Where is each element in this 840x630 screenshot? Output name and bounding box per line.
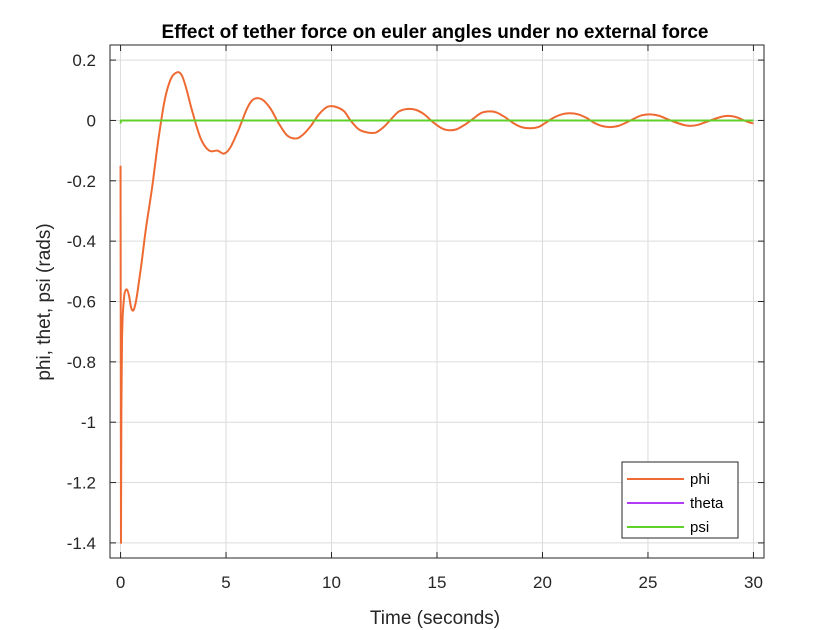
y-tick-label: -0.6 — [67, 293, 96, 312]
legend-label-psi: psi — [690, 519, 709, 536]
x-tick-label: 30 — [744, 573, 763, 592]
y-tick-label: 0 — [87, 111, 96, 130]
x-tick-label: 10 — [322, 573, 341, 592]
y-tick-label: -0.8 — [67, 353, 96, 372]
y-tick-label: -0.2 — [67, 172, 96, 191]
y-tick-label: -1 — [81, 413, 96, 432]
y-tick-label: 0.2 — [72, 51, 96, 70]
legend-label-theta: theta — [690, 495, 724, 512]
x-tick-label: 0 — [116, 573, 125, 592]
series-line-psi — [119, 119, 754, 124]
legend-box — [621, 461, 739, 539]
y-tick-label: -1.2 — [67, 474, 96, 493]
x-tick-label: 15 — [428, 573, 447, 592]
legend: phi theta psi — [621, 461, 739, 539]
x-axis-label: Time (seconds) — [370, 608, 500, 629]
x-tick-labels: 0 5 10 15 20 25 30 — [116, 573, 763, 592]
x-tick-label: 20 — [533, 573, 552, 592]
tick-marks — [110, 45, 764, 558]
x-tick-label: 5 — [221, 573, 230, 592]
y-tick-labels: 0.2 0 -0.2 -0.4 -0.6 -0.8 -1 -1.2 -1.4 — [67, 51, 96, 553]
y-tick-label: -0.4 — [67, 232, 96, 251]
y-tick-label: -1.4 — [67, 534, 96, 553]
legend-label-phi: phi — [690, 471, 710, 488]
x-tick-label: 25 — [639, 573, 658, 592]
chart-title: Effect of tether force on euler angles u… — [162, 22, 709, 43]
series-line-phi — [119, 71, 754, 544]
y-axis-label: phi, thet, psi (rads) — [34, 223, 55, 380]
series-layer — [119, 71, 754, 544]
